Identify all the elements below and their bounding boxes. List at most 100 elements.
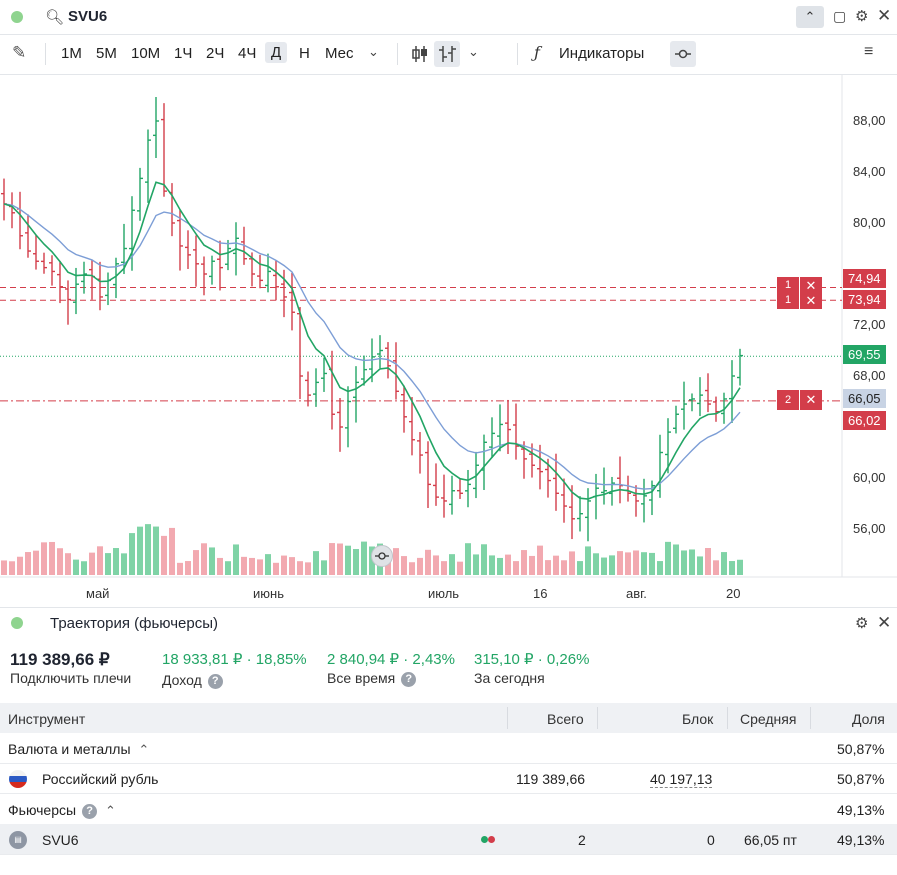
divider [810, 707, 811, 729]
group-row[interactable]: Фьючерсы? ⌃ 49,13% [0, 794, 897, 825]
volume-bar [489, 555, 495, 575]
function-icon[interactable]: ƒ [534, 43, 540, 62]
instrument-name: Российский рубль [42, 771, 159, 787]
volume-bar [33, 550, 39, 575]
volume-bar [601, 557, 607, 575]
col-total[interactable]: Всего [547, 711, 584, 727]
timeframe-1h[interactable]: 1Ч [174, 45, 193, 62]
help-icon[interactable]: ? [82, 803, 98, 819]
order-price-tag: 66,02 [843, 411, 886, 430]
timeframe-month[interactable]: Мес [325, 45, 354, 62]
timeframe-5m[interactable]: 5М [96, 45, 117, 62]
chevron-down-icon[interactable]: ⌄ [468, 44, 479, 59]
volume-bar [25, 552, 31, 575]
total-value: 119 389,66 [516, 771, 586, 787]
col-avg[interactable]: Средняя [740, 711, 797, 727]
portfolio-title[interactable]: Траектория (фьючерсы) [50, 615, 218, 632]
col-instrument[interactable]: Инструмент [8, 711, 86, 727]
bars-chart-button[interactable] [434, 41, 460, 67]
volume-bar [201, 543, 207, 575]
order-quantity-badge[interactable]: 1 [777, 292, 799, 309]
volume-bar [689, 549, 695, 575]
timeframe-4h[interactable]: 4Ч [238, 45, 257, 62]
alltime-label: Все время? [327, 670, 417, 687]
level-price-tag: 73,94 [843, 290, 886, 309]
chart-canvas[interactable] [0, 75, 897, 605]
close-icon[interactable]: ✕ [877, 613, 892, 632]
fast-moving-average-line [3, 181, 741, 500]
cancel-order-icon[interactable]: ✕ [800, 390, 822, 410]
volume-bar [697, 556, 703, 575]
price-chart[interactable]: 88,00 84,00 80,00 72,00 68,00 60,00 56,0… [0, 75, 897, 605]
ticker-input[interactable]: SVU6 [68, 8, 108, 25]
volume-bar [537, 545, 543, 575]
volume-bar [449, 554, 455, 575]
help-icon[interactable]: ? [207, 673, 223, 689]
timeframe-1m[interactable]: 1М [61, 45, 82, 62]
sync-button[interactable] [670, 41, 696, 67]
timeframe-2h[interactable]: 2Ч [206, 45, 225, 62]
help-icon[interactable]: ? [401, 671, 417, 687]
collapse-button[interactable]: ⌃ [796, 6, 824, 28]
volume-bar [681, 550, 687, 575]
block-value[interactable]: 40 197,13 [650, 771, 713, 788]
col-share[interactable]: Доля [852, 711, 885, 727]
volume-bar [289, 557, 295, 575]
volume-bar [121, 553, 127, 575]
x-tick: июль [428, 586, 460, 601]
timeframe-day[interactable]: Д [265, 42, 288, 63]
pencil-icon[interactable]: ✎ [12, 43, 27, 62]
volume-bar [241, 556, 247, 575]
cancel-order-icon[interactable]: ✕ [800, 292, 822, 309]
volume-bar [329, 543, 335, 575]
gear-icon[interactable]: ⚙ [855, 8, 869, 25]
volume-bar [41, 542, 47, 575]
volume-bar [497, 557, 503, 575]
volume-bar [9, 561, 15, 575]
x-tick: июнь [253, 586, 284, 601]
cancel-order-icon[interactable]: ✕ [800, 277, 822, 294]
today-label: За сегодня [474, 670, 545, 686]
volume-bar [441, 561, 447, 575]
x-tick: 20 [726, 586, 741, 601]
volume-bar [465, 543, 471, 575]
close-icon[interactable]: ✕ [877, 6, 892, 25]
restore-window-icon[interactable]: ▢ [833, 8, 847, 24]
timeframe-week[interactable]: Н [299, 45, 310, 62]
group-row[interactable]: Валюта и металлы ⌃ 50,87% [0, 733, 897, 764]
col-block[interactable]: Блок [682, 711, 714, 727]
timeframe-10m[interactable]: 10М [131, 45, 161, 62]
divider [45, 43, 46, 65]
volume-bar [561, 560, 567, 575]
volume-bar [321, 560, 327, 575]
volume-bar [161, 535, 167, 575]
chevron-up-icon[interactable]: ⌃ [138, 742, 150, 757]
volume-bar [153, 526, 159, 575]
y-tick: 72,00 [853, 317, 886, 332]
volume-bar [625, 552, 631, 575]
divider [397, 43, 398, 65]
indicators-button[interactable]: Индикаторы [559, 45, 645, 62]
gear-icon[interactable]: ⚙ [855, 615, 869, 632]
volume-bar [513, 561, 519, 575]
y-tick: 68,00 [853, 368, 886, 383]
candles-icon[interactable] [410, 44, 430, 64]
volume-bar [49, 541, 55, 575]
volume-bar [665, 541, 671, 575]
chevron-up-icon[interactable]: ⌃ [104, 803, 116, 818]
hide-panel-icon[interactable]: ≡ [864, 43, 874, 60]
volume-bar [417, 557, 423, 575]
volume-bar [105, 553, 111, 575]
status-dot-green [481, 836, 488, 843]
order-quantity-badge[interactable]: 1 [777, 277, 799, 294]
volume-bar [401, 556, 407, 575]
volume-bar [297, 561, 303, 575]
search-icon[interactable]: 🔍︎ [45, 9, 65, 26]
table-row[interactable]: ▤ SVU6 2 0 66,05 пт 49,13% [0, 824, 897, 855]
sync-marker-icon[interactable] [371, 545, 393, 567]
order-quantity-badge[interactable]: 2 [777, 390, 799, 410]
leverage-link[interactable]: Подключить плечи [10, 670, 132, 686]
table-row[interactable]: Российский рубль 119 389,66 40 197,13 50… [0, 763, 897, 794]
divider [727, 707, 728, 729]
chevron-down-icon[interactable]: ⌄ [368, 44, 379, 59]
